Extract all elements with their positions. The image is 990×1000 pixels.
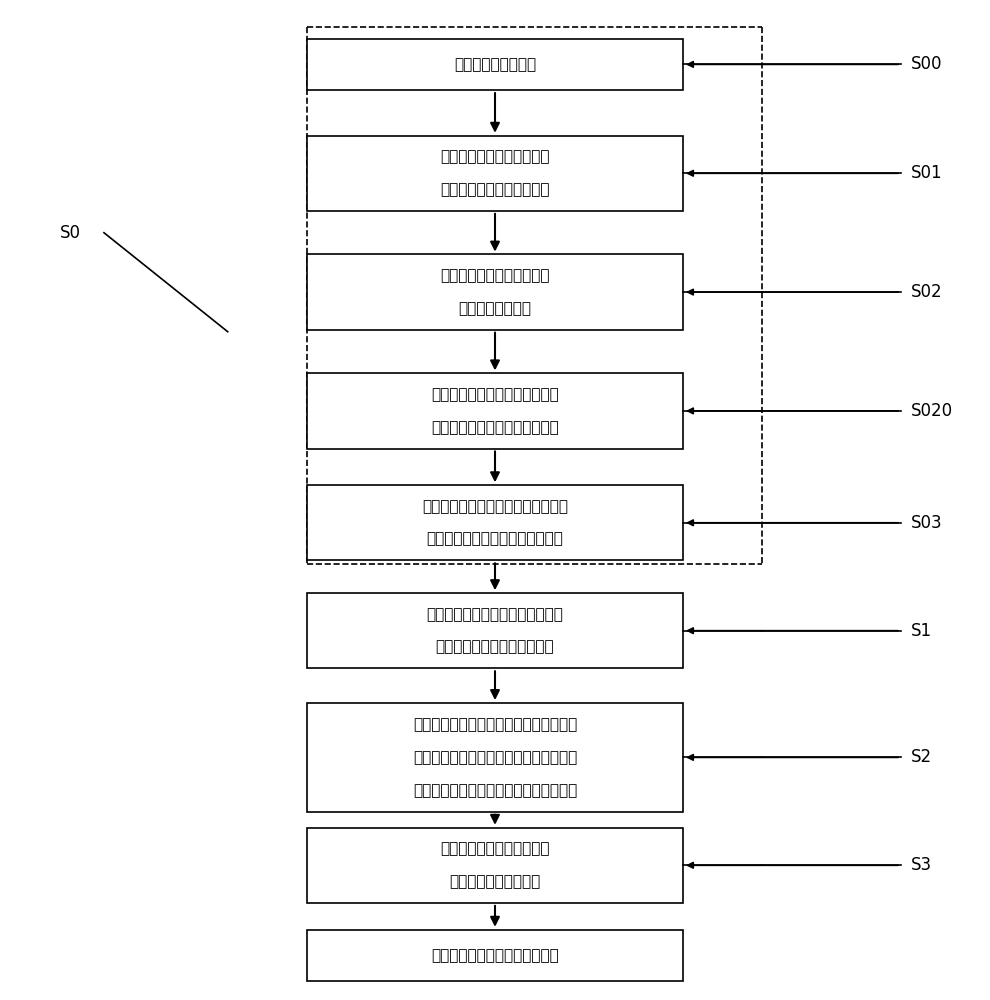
Text: 真空密闭下从上至下加热碘化亚汞预: 真空密闭下从上至下加热碘化亚汞预: [422, 499, 568, 514]
Text: S0: S0: [59, 224, 80, 242]
Text: 空密闭下加热使其熔化分层: 空密闭下加热使其熔化分层: [441, 182, 549, 197]
Text: S2: S2: [911, 748, 932, 766]
Text: 向从上至下依次加热熔化碘化亚汞预铸锭: 向从上至下依次加热熔化碘化亚汞预铸锭: [413, 783, 577, 798]
Text: 保持碘化亚汞籽晶部分固态，从碘化亚汞: 保持碘化亚汞籽晶部分固态，从碘化亚汞: [413, 717, 577, 732]
Text: 触处从上至下依次结晶: 触处从上至下依次结晶: [449, 874, 541, 889]
Text: 打开石英安瓿，依次加入液态汞、: 打开石英安瓿，依次加入液态汞、: [427, 607, 563, 622]
Bar: [307, 828, 683, 903]
Text: 籽晶与液态汞的接触处开始加热，竖直方: 籽晶与液态汞的接触处开始加热，竖直方: [413, 750, 577, 765]
Text: 使原料均位于石英安瓿生长室内: 使原料均位于石英安瓿生长室内: [431, 420, 559, 435]
Text: 碘化亚汞籽晶，并抽真空密闭: 碘化亚汞籽晶，并抽真空密闭: [436, 640, 554, 655]
Text: 碘化亚汞籽晶与富碘熔体接: 碘化亚汞籽晶与富碘熔体接: [441, 841, 549, 856]
Bar: [307, 703, 683, 812]
Bar: [307, 373, 683, 449]
Text: S020: S020: [911, 402, 953, 420]
Text: 量取碘化亚汞多晶原料，真: 量取碘化亚汞多晶原料，真: [441, 149, 549, 164]
Bar: [307, 136, 683, 211]
Bar: [307, 593, 683, 668]
Text: S3: S3: [911, 856, 932, 874]
Bar: [307, 485, 683, 560]
Text: 铸锭，使其熔化并结晶，对其提纯: 铸锭，使其熔化并结晶，对其提纯: [427, 532, 563, 547]
Text: S1: S1: [911, 622, 932, 640]
Text: S02: S02: [911, 283, 942, 301]
Text: 清洗并烘干石英安瓿: 清洗并烘干石英安瓿: [454, 57, 536, 72]
Text: S03: S03: [911, 514, 942, 532]
Text: 摇匀分层熔体，自然冷却制: 摇匀分层熔体，自然冷却制: [441, 268, 549, 283]
Text: S00: S00: [911, 55, 942, 73]
Bar: [307, 39, 683, 90]
Bar: [307, 254, 683, 330]
Text: 得碘化亚汞预铸锭: 得碘化亚汞预铸锭: [458, 301, 532, 316]
Text: S01: S01: [911, 164, 942, 182]
Text: 结晶完成，制得碘化亚汞单晶体: 结晶完成，制得碘化亚汞单晶体: [431, 948, 559, 963]
Text: 加热石英安瓿上部，驱赶原料，: 加热石英安瓿上部，驱赶原料，: [431, 387, 559, 402]
Bar: [307, 930, 683, 981]
